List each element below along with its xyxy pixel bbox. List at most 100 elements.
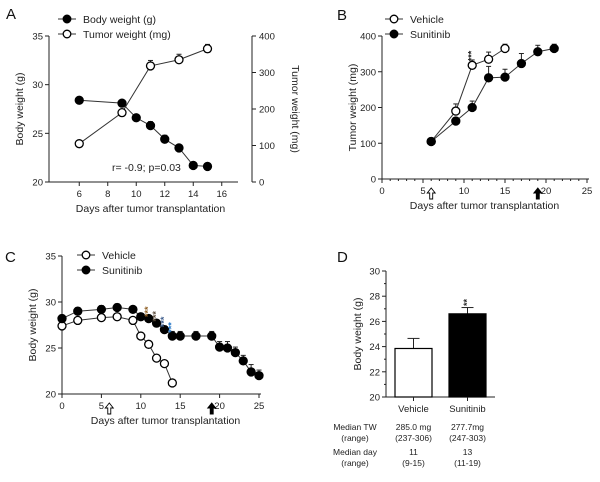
data-point xyxy=(451,106,461,116)
x-tick-label: 15 xyxy=(500,186,511,197)
data-point xyxy=(117,98,127,108)
x-tick-label: 25 xyxy=(582,186,593,197)
y2-tick-label: 300 xyxy=(259,68,275,79)
data-point xyxy=(426,136,436,147)
table-cell: 13 xyxy=(463,447,473,457)
table-cell: (9-15) xyxy=(402,458,425,468)
data-point xyxy=(96,312,107,323)
data-point xyxy=(117,108,127,118)
data-point xyxy=(214,342,225,352)
y-tick-label: 20 xyxy=(32,178,43,189)
table-cell: (11-19) xyxy=(454,458,481,468)
legend-marker xyxy=(389,14,399,24)
y-tick-label: 20 xyxy=(45,390,56,401)
y-tick-label: 0 xyxy=(371,175,376,186)
data-point xyxy=(533,47,543,57)
data-point xyxy=(159,324,170,335)
data-point xyxy=(74,95,84,105)
legend-label: Body weight (g) xyxy=(83,14,156,26)
data-point xyxy=(136,331,146,341)
data-point xyxy=(500,43,510,54)
table-cell: (247-303) xyxy=(449,433,486,443)
legend-marker xyxy=(389,29,399,39)
panel-label: C xyxy=(5,249,16,266)
data-point xyxy=(451,116,461,126)
x-tick-label: 10 xyxy=(131,189,142,200)
y2-tick-label: 200 xyxy=(259,105,275,116)
data-point xyxy=(238,356,248,366)
y2-axis-label: Tumor weight (mg) xyxy=(289,65,301,153)
data-point xyxy=(500,72,510,82)
data-point xyxy=(254,370,264,381)
x-tick-label: 25 xyxy=(254,401,265,412)
y-tick-label: 35 xyxy=(32,32,43,43)
data-point xyxy=(131,113,141,123)
table-row-label: (range) xyxy=(341,433,369,443)
open-arrow-icon xyxy=(426,187,437,200)
series-line-vehicle xyxy=(430,48,506,142)
data-point xyxy=(230,347,241,358)
panel-label: B xyxy=(337,7,347,24)
x-tick-label: 15 xyxy=(175,401,186,412)
legend-label: Sunitinib xyxy=(410,29,450,41)
table-row-label: (range) xyxy=(341,458,369,468)
y-tick-label: 25 xyxy=(32,129,43,140)
x-tick-label: Sunitinib xyxy=(449,404,485,415)
table-cell: 11 xyxy=(409,447,418,457)
y-tick-label: 26 xyxy=(369,317,380,328)
data-point xyxy=(483,73,494,83)
y-tick-label: 22 xyxy=(369,367,380,378)
table-cell: 285.0 mg xyxy=(396,422,432,432)
x-tick-label: 0 xyxy=(379,186,384,197)
y-axis-label: Body weight (g) xyxy=(352,298,364,371)
legend-label: Vehicle xyxy=(410,14,444,26)
data-point xyxy=(160,134,170,144)
data-point xyxy=(128,315,138,326)
y-tick-label: 30 xyxy=(32,80,43,91)
data-point xyxy=(159,358,170,369)
y-tick-label: 400 xyxy=(360,32,376,43)
y-tick-label: 30 xyxy=(369,267,380,278)
data-point xyxy=(145,120,156,131)
series-line-vehicle xyxy=(61,316,173,384)
data-point xyxy=(128,304,138,315)
data-point xyxy=(207,331,217,341)
y-tick-label: 25 xyxy=(45,344,56,355)
legend-marker xyxy=(62,14,72,24)
y-tick-label: 300 xyxy=(360,67,376,78)
panel-C: C 0 5 10 15 20 25 20 25 30 35 Days after tumor tran… xyxy=(5,249,264,427)
data-point xyxy=(174,55,184,65)
x-tick-label: 8 xyxy=(105,189,110,200)
data-point xyxy=(144,313,154,324)
table-cell: (237-306) xyxy=(395,433,432,443)
data-point xyxy=(516,58,527,69)
x-tick-label: 20 xyxy=(214,401,225,412)
series-line-tumor-weight-mg- xyxy=(78,48,208,145)
data-point xyxy=(222,343,233,353)
x-tick-label: 20 xyxy=(541,186,552,197)
correlation-annotation: r= -0.9; p=0.03 xyxy=(112,162,181,174)
y-tick-label: 200 xyxy=(360,103,376,114)
y-axis-label: Body weight (g) xyxy=(14,73,26,146)
significance-marker: *** xyxy=(143,306,153,317)
panel-D: D 20 22 24 26 28 30 Body weight (g) Vehicle Sunit… xyxy=(333,249,495,468)
data-point xyxy=(467,102,477,113)
x-tick-label: 6 xyxy=(77,189,82,200)
x-tick-label: 5 xyxy=(99,401,104,412)
data-point xyxy=(112,302,122,313)
y-tick-label: 28 xyxy=(369,292,380,303)
data-point xyxy=(202,161,213,172)
significance-marker: *** xyxy=(167,322,177,333)
y-tick-label: 30 xyxy=(45,298,56,309)
x-axis-label: Days after tumor transplantation xyxy=(410,200,560,212)
filled-arrow-icon xyxy=(532,187,543,200)
x-tick-label: 0 xyxy=(59,401,64,412)
y2-tick-label: 400 xyxy=(259,32,275,43)
y2-tick-label: 0 xyxy=(259,178,264,189)
x-tick-label: 10 xyxy=(136,401,147,412)
data-point xyxy=(191,331,201,341)
x-axis-label: Days after tumor transplantation xyxy=(76,203,226,215)
panel-label: A xyxy=(6,6,16,23)
data-point xyxy=(174,143,184,153)
